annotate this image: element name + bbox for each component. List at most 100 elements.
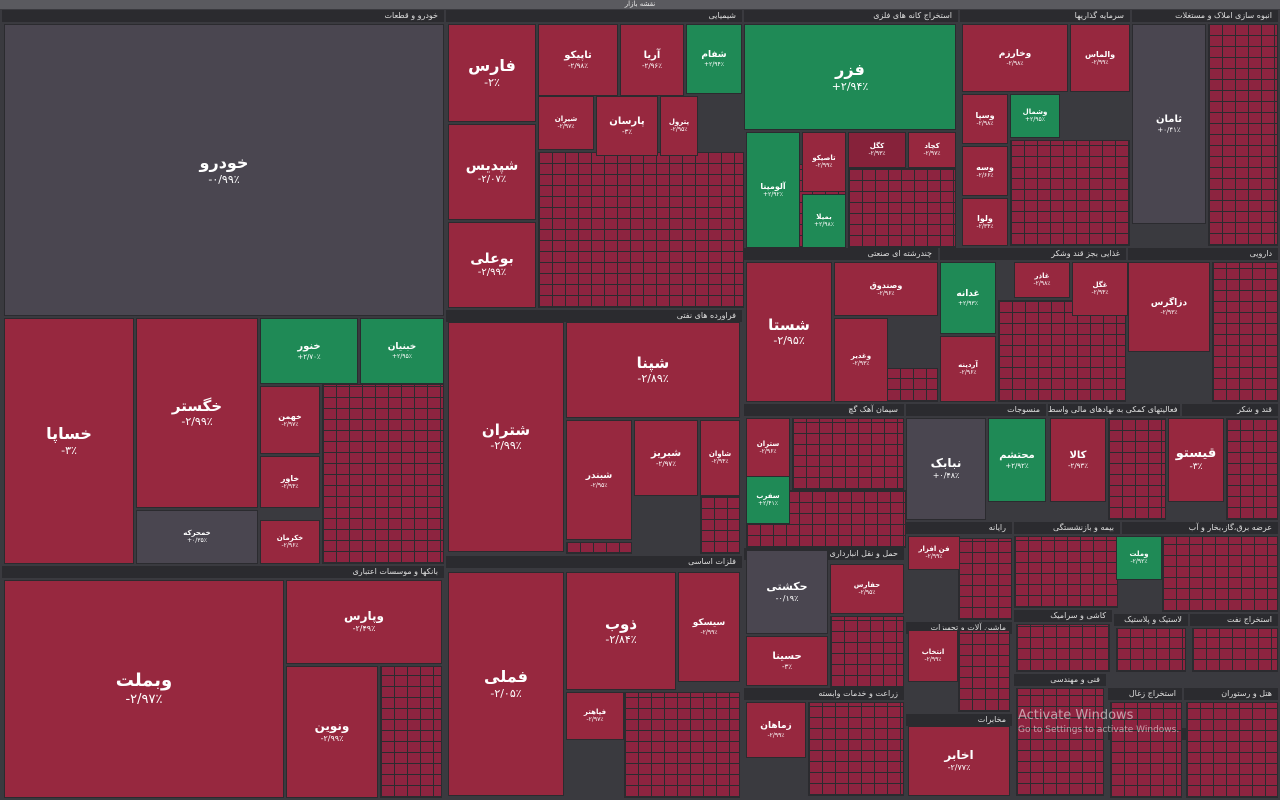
stock-tile[interactable]: پترول -۲/۹۵٪	[660, 96, 698, 156]
stock-tile[interactable]: خساپا -۳٪	[4, 318, 134, 564]
stock-tile[interactable]: وسپا -۲/۹۸٪	[962, 94, 1008, 144]
small-stock-tiles[interactable]	[1116, 628, 1186, 672]
stock-tile[interactable]: شاوان -۲/۹۴٪	[700, 420, 740, 496]
small-stock-tiles[interactable]	[566, 542, 632, 554]
stock-tile[interactable]: وصندوق -۲/۹۶٪	[834, 262, 938, 316]
stock-change: +۲/۴۱٪	[758, 500, 778, 508]
small-stock-tiles[interactable]	[958, 630, 1010, 712]
stock-tile[interactable]: قیستو -۳٪	[1168, 418, 1224, 502]
stock-tile[interactable]: والماس -۲/۹۹٪	[1070, 24, 1130, 92]
stock-tile[interactable]: شبریز -۲/۹۷٪	[634, 420, 698, 496]
small-stock-tiles[interactable]	[1016, 624, 1110, 672]
small-stock-tiles[interactable]	[1226, 418, 1278, 520]
stock-tile[interactable]: کچاد -۲/۹۷٪	[908, 132, 956, 168]
stock-symbol: شپنا	[636, 353, 670, 372]
stock-tile[interactable]: خودرو -۰/۹۹٪	[4, 24, 444, 316]
small-stock-tiles[interactable]	[624, 692, 740, 798]
stock-tile[interactable]: زماهان -۲/۹۹٪	[746, 702, 806, 758]
stock-tile[interactable]: بمیلا +۲/۹۸٪	[802, 194, 846, 248]
stock-tile[interactable]: پارسان -۳٪	[596, 96, 658, 156]
small-stock-tiles[interactable]	[700, 496, 740, 554]
stock-tile[interactable]: وملت -۲/۹۲٪	[1116, 536, 1162, 580]
stock-tile[interactable]: وغدیر -۲/۹۳٪	[834, 318, 888, 402]
stock-symbol: شفام	[701, 50, 727, 61]
small-stock-tiles[interactable]	[1208, 24, 1278, 246]
stock-tile[interactable]: انتخاب -۲/۹۹٪	[908, 630, 958, 682]
small-stock-tiles[interactable]	[538, 152, 744, 308]
stock-tile[interactable]: فپاهتر -۲/۹۷٪	[566, 692, 624, 740]
stock-tile[interactable]: محتشم +۲/۹۲٪	[988, 418, 1046, 502]
stock-tile[interactable]: شستا -۲/۹۵٪	[746, 262, 832, 402]
stock-tile[interactable]: تاصیکو -۲/۹۹٪	[802, 132, 846, 192]
stock-change: -۲/۸۹٪	[637, 372, 669, 386]
stock-tile[interactable]: ونوین -۲/۹۹٪	[286, 666, 378, 798]
stock-tile[interactable]: خکرمان -۲/۹۶٪	[260, 520, 320, 564]
small-stock-tiles[interactable]	[958, 538, 1012, 620]
stock-tile[interactable]: وشمال +۲/۹۵٪	[1010, 94, 1060, 138]
stock-tile[interactable]: اخابر -۲/۷۷٪	[908, 726, 1010, 796]
small-stock-tiles[interactable]	[1014, 536, 1118, 608]
stock-tile[interactable]: تاپیکو -۲/۹۸٪	[538, 24, 618, 96]
stock-tile[interactable]: فملی -۲/۰۵٪	[448, 572, 564, 796]
stock-tile[interactable]: آریا -۲/۹۶٪	[620, 24, 684, 96]
stock-tile[interactable]: فن افزار -۲/۹۹٪	[908, 536, 960, 570]
stock-symbol: شستا	[768, 315, 810, 334]
stock-tile[interactable]: شپنا -۲/۸۹٪	[566, 322, 740, 418]
stock-tile[interactable]: وبملت -۲/۹۷٪	[4, 580, 284, 798]
stock-tile[interactable]: ولوا -۲/۳۴٪	[962, 198, 1008, 246]
stock-tile[interactable]: بوعلی -۲/۹۹٪	[448, 222, 536, 308]
stock-tile[interactable]: حفارس -۲/۹۵٪	[830, 564, 904, 614]
stock-tile[interactable]: شبندر -۲/۹۵٪	[566, 420, 632, 540]
stock-change: -۲/۹۷٪	[586, 716, 604, 724]
small-stock-tiles[interactable]	[380, 666, 442, 798]
small-stock-tiles[interactable]	[1212, 262, 1278, 402]
small-stock-tiles[interactable]	[1016, 688, 1104, 796]
stock-change: +۲/۹۳٪	[958, 299, 978, 307]
stock-symbol: نبابک	[930, 456, 962, 471]
stock-tile[interactable]: شتران -۲/۹۹٪	[448, 322, 564, 552]
stock-tile[interactable]: حکشتی -۰/۱۹٪	[746, 550, 828, 634]
stock-tile[interactable]: آردینه -۲/۹۶٪	[940, 336, 996, 402]
stock-tile[interactable]: وخارزم -۲/۹۸٪	[962, 24, 1068, 92]
stock-tile[interactable]: خاور -۲/۹۴٪	[260, 456, 320, 508]
stock-tile[interactable]: آلومینا +۲/۹۲٪	[746, 132, 800, 248]
small-stock-tiles[interactable]	[1162, 536, 1278, 612]
stock-tile[interactable]: حسینا -۳٪	[746, 636, 828, 686]
small-stock-tiles[interactable]	[808, 702, 904, 796]
stock-tile[interactable]: خهمن -۲/۹۷٪	[260, 386, 320, 454]
stock-tile[interactable]: وپارس -۲/۴۹٪	[286, 580, 442, 664]
stock-tile[interactable]: دزاگرس -۲/۹۳٪	[1128, 262, 1210, 352]
stock-tile[interactable]: کالا -۲/۹۳٪	[1050, 418, 1106, 502]
small-stock-tiles[interactable]	[1186, 702, 1278, 798]
stock-symbol: خگستر	[171, 396, 223, 415]
stock-tile[interactable]: نبابک +۰/۴۸٪	[906, 418, 986, 520]
stock-tile[interactable]: شفام +۲/۹۴٪	[686, 24, 742, 94]
stock-tile[interactable]: خبنیان +۲/۹۵٪	[360, 318, 444, 384]
stock-tile[interactable]: خنور +۲/۷۰٪	[260, 318, 358, 384]
stock-tile[interactable]: شپدیس -۲/۰۷٪	[448, 124, 536, 220]
stock-tile[interactable]: شیران -۲/۹۷٪	[538, 96, 594, 150]
small-stock-tiles[interactable]	[1192, 628, 1278, 672]
stock-tile[interactable]: سیسکو -۲/۹۹٪	[678, 572, 740, 682]
stock-tile[interactable]: ثامان +۰/۴۱٪	[1132, 24, 1206, 224]
stock-tile[interactable]: فزر +۲/۹۴٪	[744, 24, 956, 130]
stock-tile[interactable]: کگل -۲/۹۳٪	[848, 132, 906, 168]
small-stock-tiles[interactable]	[322, 384, 444, 564]
stock-tile[interactable]: غدانه +۲/۹۳٪	[940, 262, 996, 334]
stock-tile[interactable]: ستران -۲/۹۶٪	[746, 418, 790, 478]
small-stock-tiles[interactable]	[830, 616, 904, 688]
stock-tile[interactable]: خگستر -۲/۹۹٪	[136, 318, 258, 508]
small-stock-tiles[interactable]	[1108, 418, 1166, 520]
stock-tile[interactable]: فارس -۲٪	[448, 24, 536, 122]
stock-tile[interactable]: ذوب -۲/۸۴٪	[566, 572, 676, 690]
stock-tile[interactable]: غگل -۲/۹۴٪	[1072, 262, 1128, 316]
small-stock-tiles[interactable]	[1010, 140, 1130, 246]
small-stock-tiles[interactable]	[792, 418, 904, 490]
small-stock-tiles[interactable]	[848, 168, 956, 248]
small-stock-tiles[interactable]	[1110, 702, 1182, 798]
stock-tile[interactable]: سفرب +۲/۴۱٪	[746, 476, 790, 524]
small-stock-tiles[interactable]	[998, 300, 1126, 402]
stock-tile[interactable]: غاذر -۲/۹۸٪	[1014, 262, 1070, 298]
stock-tile[interactable]: وسه -۲/۶۶٪	[962, 146, 1008, 196]
stock-tile[interactable]: خمحرکه +۰/۳۵٪	[136, 510, 258, 564]
